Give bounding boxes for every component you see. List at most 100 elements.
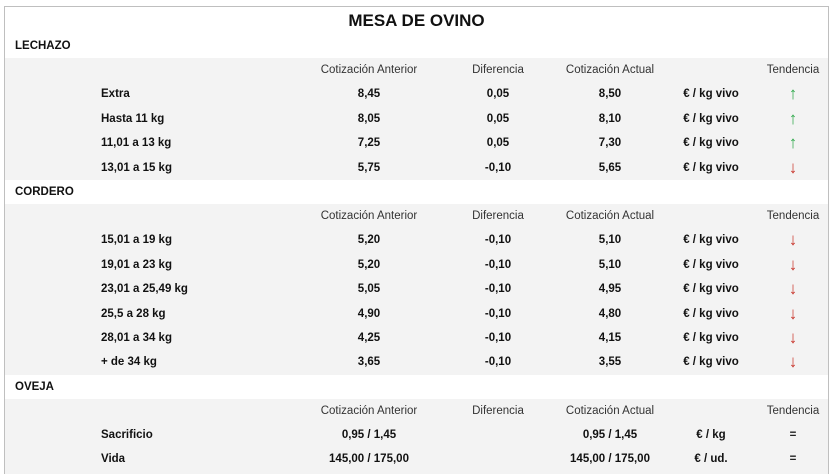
previous-price: 4,90 xyxy=(357,307,381,320)
trend-equal-sign: = xyxy=(789,453,797,466)
table-row: 19,01 a 23 kg 5,20 -0,10 5,10 € / kg vivo ↓ xyxy=(5,253,828,277)
current-price: 8,50 xyxy=(598,88,622,101)
previous-price: 3,65 xyxy=(357,356,381,369)
page-title: MESA DE OVINO xyxy=(5,7,828,34)
category-label: 11,01 a 13 kg xyxy=(101,137,172,150)
current-price: 4,15 xyxy=(598,331,622,344)
header-diferencia: Diferencia xyxy=(472,64,524,76)
current-price: 8,10 xyxy=(598,112,622,125)
arrow-up-icon: ↑ xyxy=(788,108,798,128)
previous-price: 8,45 xyxy=(357,88,381,101)
price-difference: -0,10 xyxy=(484,258,512,271)
arrow-down-icon: ↓ xyxy=(788,230,798,250)
table-row: Extra 8,45 0,05 8,50 € / kg vivo ↑ xyxy=(5,82,828,106)
column-header-row: Cotización Anterior Diferencia Cotización … xyxy=(5,204,828,228)
table-row: 28,01 a 34 kg 4,25 -0,10 4,15 € / kg vivo ↓ xyxy=(5,326,828,350)
header-tendencia: Tendencia xyxy=(766,404,820,417)
current-price: 5,10 xyxy=(598,234,622,247)
table-row: + de 34 kg 3,65 -0,10 3,55 € / kg vivo ↓ xyxy=(5,350,828,374)
category-label: 25,5 a 28 kg xyxy=(101,307,166,320)
current-price: 7,30 xyxy=(598,137,622,150)
header-cotizacion-anterior: Cotización Anterior xyxy=(320,209,418,222)
price-unit: € / kg xyxy=(696,429,726,442)
price-unit: € / ud. xyxy=(694,453,728,466)
column-header-row: Cotización Anterior Diferencia Cotización … xyxy=(5,58,828,82)
previous-price: 0,95 / 1,45 xyxy=(341,429,397,442)
trend-equal-sign: = xyxy=(789,429,797,442)
category-label: Sacrificio xyxy=(101,429,153,442)
price-difference: -0,10 xyxy=(484,283,512,296)
current-price: 4,80 xyxy=(598,307,622,320)
price-table: MESA DE OVINO LECHAZO Cotización Anterior… xyxy=(4,6,829,474)
current-price: 5,10 xyxy=(598,258,622,271)
price-difference: 0,05 xyxy=(486,112,510,125)
price-difference: -0,10 xyxy=(484,161,512,174)
previous-price: 8,05 xyxy=(357,112,381,125)
table-row: Vida 145,00 / 175,00 145,00 / 175,00 € / ud… xyxy=(5,447,828,471)
previous-price: 5,20 xyxy=(357,258,381,271)
arrow-up-icon: ↑ xyxy=(788,84,798,104)
arrow-down-icon: ↓ xyxy=(788,352,798,372)
price-difference: -0,10 xyxy=(484,307,512,320)
table-body: LECHAZO Cotización Anterior Diferencia Coti… xyxy=(5,34,828,472)
price-unit: € / kg vivo xyxy=(683,331,739,344)
arrow-up-icon: ↑ xyxy=(788,133,798,153)
previous-price: 5,75 xyxy=(357,161,381,174)
arrow-down-icon: ↓ xyxy=(788,327,798,347)
price-difference: 0,05 xyxy=(486,137,510,150)
table-row: 25,5 a 28 kg 4,90 -0,10 4,80 € / kg vivo ↓ xyxy=(5,302,828,326)
category-label: + de 34 kg xyxy=(101,356,157,369)
previous-price: 7,25 xyxy=(357,137,381,150)
header-cotizacion-anterior: Cotización Anterior xyxy=(320,64,418,76)
previous-price: 5,05 xyxy=(357,283,381,296)
table-row: 13,01 a 15 kg 5,75 -0,10 5,65 € / kg vivo ↓ xyxy=(5,156,828,180)
header-cotizacion-actual: Cotización Actual xyxy=(565,404,655,417)
category-label: 23,01 a 25,49 kg xyxy=(101,283,188,296)
category-label: 15,01 a 19 kg xyxy=(101,234,172,247)
arrow-down-icon: ↓ xyxy=(788,157,798,177)
table-row: 11,01 a 13 kg 7,25 0,05 7,30 € / kg vivo ↑ xyxy=(5,131,828,155)
price-difference: -0,10 xyxy=(484,356,512,369)
section-title-cordero: CORDERO xyxy=(5,179,828,204)
price-unit: € / kg vivo xyxy=(683,234,739,247)
price-difference: -0,10 xyxy=(484,234,512,247)
category-label: 13,01 a 15 kg xyxy=(101,161,172,174)
header-diferencia: Diferencia xyxy=(472,404,524,417)
previous-price: 4,25 xyxy=(357,331,381,344)
arrow-down-icon: ↓ xyxy=(788,254,798,274)
category-label: Hasta 11 kg xyxy=(101,112,165,125)
column-header-row: Cotización Anterior Diferencia Cotización … xyxy=(5,399,828,423)
price-difference: -0,10 xyxy=(484,331,512,344)
table-row: Hasta 11 kg 8,05 0,05 8,10 € / kg vivo ↑ xyxy=(5,107,828,131)
header-cotizacion-actual: Cotización Actual xyxy=(565,209,655,222)
arrow-down-icon: ↓ xyxy=(788,303,798,323)
category-label: Vida xyxy=(101,453,126,466)
current-price: 3,55 xyxy=(598,356,622,369)
table-row: 15,01 a 19 kg 5,20 -0,10 5,10 € / kg vivo ↓ xyxy=(5,228,828,252)
current-price: 145,00 / 175,00 xyxy=(570,453,650,466)
header-diferencia: Diferencia xyxy=(472,209,524,222)
header-cotizacion-anterior: Cotización Anterior xyxy=(320,404,418,417)
price-unit: € / kg vivo xyxy=(683,356,739,369)
header-tendencia: Tendencia xyxy=(766,64,820,76)
price-unit: € / kg vivo xyxy=(683,283,739,296)
price-unit: € / kg vivo xyxy=(683,88,739,101)
header-tendencia: Tendencia xyxy=(766,209,820,222)
price-unit: € / kg vivo xyxy=(683,307,739,320)
header-cotizacion-actual: Cotización Actual xyxy=(565,64,655,76)
section-title-lechazo: LECHAZO xyxy=(5,34,828,58)
current-price: 4,95 xyxy=(598,283,622,296)
table-row: 23,01 a 25,49 kg 5,05 -0,10 4,95 € / kg vivo… xyxy=(5,277,828,301)
price-unit: € / kg vivo xyxy=(683,161,739,174)
current-price: 5,65 xyxy=(598,161,622,174)
price-difference: 0,05 xyxy=(486,88,510,101)
table-row: Sacrificio 0,95 / 1,45 0,95 / 1,45 € / kg = xyxy=(5,423,828,447)
category-label: 28,01 a 34 kg xyxy=(101,331,172,344)
category-label: Extra xyxy=(101,88,130,101)
price-unit: € / kg vivo xyxy=(683,137,739,150)
previous-price: 5,20 xyxy=(357,234,381,247)
price-unit: € / kg vivo xyxy=(683,112,739,125)
price-unit: € / kg vivo xyxy=(683,258,739,271)
section-title-oveja: OVEJA xyxy=(5,374,828,399)
current-price: 0,95 / 1,45 xyxy=(582,429,638,442)
